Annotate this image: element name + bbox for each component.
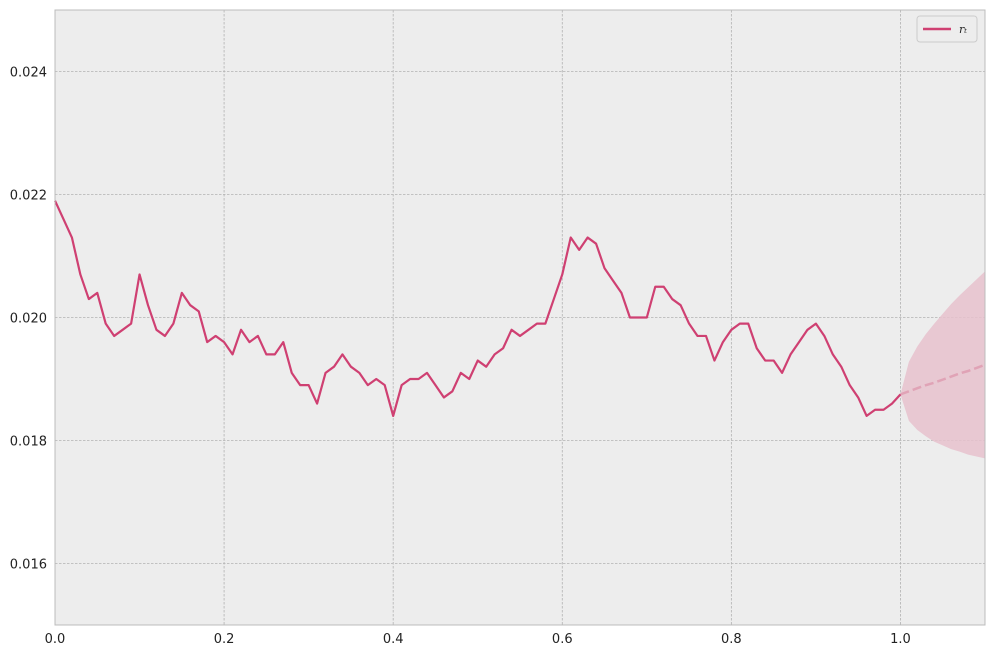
x-tick-label: 0.8 bbox=[721, 632, 742, 647]
x-tick-label: 0.0 bbox=[45, 632, 66, 647]
x-tick-label: 0.2 bbox=[214, 632, 235, 647]
x-tick-label: 1.0 bbox=[890, 632, 911, 647]
series-line bbox=[53, 200, 902, 417]
plot-frame bbox=[54, 9, 986, 626]
x-tick-label: 0.6 bbox=[552, 632, 573, 647]
y-tick-label: 0.016 bbox=[10, 558, 47, 573]
y-tick-label: 0.020 bbox=[10, 312, 47, 327]
y-tick-label: 0.024 bbox=[10, 66, 47, 81]
y-tick-label: 0.022 bbox=[10, 189, 47, 204]
forecast-band bbox=[900, 271, 985, 459]
legend-label: rₜ bbox=[959, 23, 967, 36]
forecast-line bbox=[900, 363, 986, 396]
y-tick-label: 0.018 bbox=[10, 435, 47, 450]
x-tick-label: 0.4 bbox=[383, 632, 404, 647]
